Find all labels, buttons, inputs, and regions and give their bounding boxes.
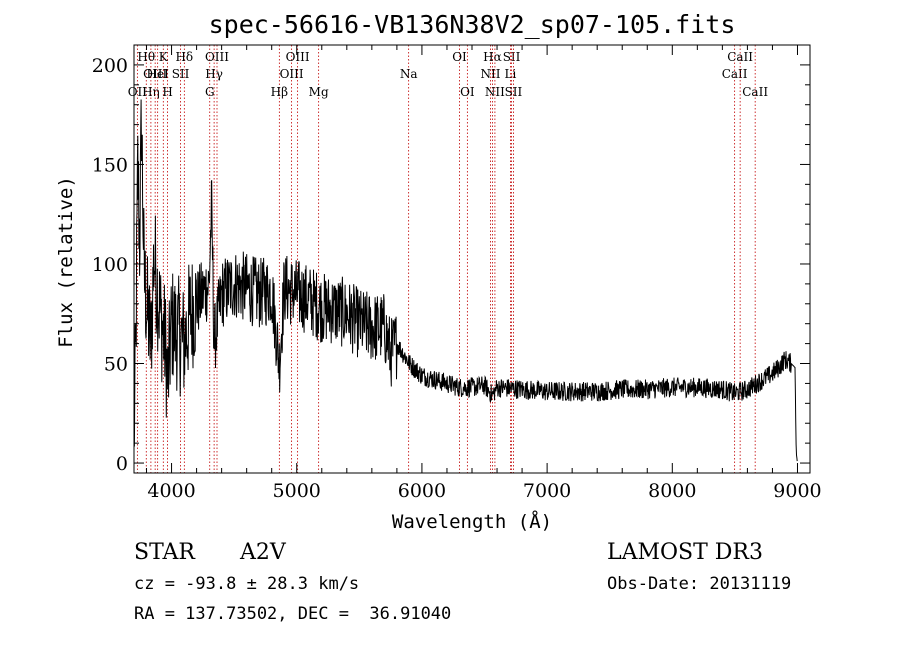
- spectral-line-label: Hγ: [205, 67, 223, 81]
- spectral-line-label: Hα: [483, 50, 502, 64]
- spectral-line-label: H: [162, 85, 172, 99]
- object-class: STAR: [134, 540, 195, 565]
- y-tick-label: 50: [104, 354, 128, 376]
- x-axis-label: Wavelength (Å): [392, 510, 552, 533]
- spectral-line-label: CaII: [727, 50, 753, 64]
- spectral-line-label: OII: [128, 85, 148, 99]
- x-tick-label: 5000: [273, 480, 321, 502]
- y-tick-label: 100: [92, 254, 128, 276]
- spectral-line-label: Mg: [309, 85, 329, 99]
- spectral-line-markers: OIIHθHηOIIIHeIKHSIIHδGHγOIIIHβOIIIOIIIMg…: [128, 45, 768, 473]
- object-subclass: A2V: [240, 540, 286, 565]
- spectral-line-label: SII: [505, 85, 523, 99]
- spectral-line-label: OIII: [280, 67, 304, 81]
- spectral-line-label: HeI: [147, 67, 170, 81]
- x-tick-label: 7000: [523, 480, 571, 502]
- spectral-line-label: OIII: [286, 50, 310, 64]
- spectral-line-label: NII: [485, 85, 505, 99]
- survey-name: LAMOST DR3: [607, 540, 763, 565]
- x-tick-label: 6000: [398, 480, 446, 502]
- spectral-line-label: Hη: [142, 85, 160, 99]
- spectral-line-label: CaII: [742, 85, 768, 99]
- spectral-line-label: K: [159, 50, 169, 64]
- spectral-line-label: Hθ: [137, 50, 155, 64]
- spectral-line-label: OI: [460, 85, 475, 99]
- observation-date: Obs-Date: 20131119: [607, 574, 792, 594]
- spectral-line-label: OI: [452, 50, 467, 64]
- y-tick-label: 0: [116, 453, 128, 475]
- spectral-line-label: SII: [503, 50, 521, 64]
- chart-title: spec-56616-VB136N38V2_sp07-105.fits: [209, 10, 736, 39]
- spectral-line-label: OIII: [205, 50, 229, 64]
- spectral-line-label: NII: [481, 67, 501, 81]
- spectral-line-label: CaII: [722, 67, 748, 81]
- spectral-line-label: G: [205, 85, 215, 99]
- x-tick-label: 4000: [147, 480, 195, 502]
- spectral-line-label: Hδ: [175, 50, 193, 64]
- redshift-info: cz = -93.8 ± 28.3 km/s: [134, 574, 360, 594]
- coordinates: RA = 137.73502, DEC = 36.91040: [134, 604, 452, 624]
- spectral-line-label: SII: [172, 67, 190, 81]
- x-tick-label: 8000: [648, 480, 696, 502]
- x-tick-label: 9000: [773, 480, 821, 502]
- y-axis-label: Flux (relative): [55, 176, 77, 348]
- spectral-line-label: Li: [505, 67, 517, 81]
- spectral-line-label: Na: [400, 67, 418, 81]
- spectral-line-label: OIII: [143, 67, 167, 81]
- spectral-line-label: Hβ: [271, 85, 288, 99]
- y-tick-label: 150: [92, 154, 128, 176]
- axis-ticks: 4000 5000 6000 7000 8000 9000 0 50 100 150 200: [92, 44, 822, 502]
- spectrum-line: [133, 99, 798, 462]
- y-tick-label: 200: [92, 55, 128, 77]
